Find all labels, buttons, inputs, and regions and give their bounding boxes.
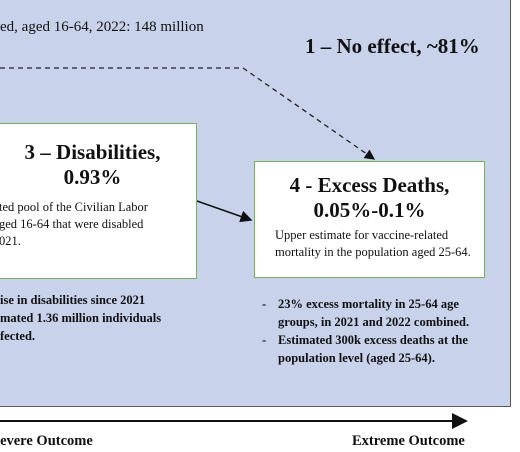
line: ged 16-64 that were disabled: [0, 217, 144, 231]
bullet: 23% excess mortality in 25-64 age groups…: [262, 295, 488, 331]
line: 021.: [0, 234, 21, 248]
outcome-4-box: 4 - Excess Deaths, 0.05%-0.1% Upper esti…: [254, 161, 485, 278]
outcome-4-bullets: 23% excess mortality in 25-64 age groups…: [260, 295, 488, 367]
outcome-4-title: 4 - Excess Deaths,: [289, 173, 450, 197]
header-text: ed, aged 16-64, 2022: 148 million: [0, 19, 204, 35]
outcome-4-body: Upper estimate for vaccine-related morta…: [275, 228, 471, 259]
outcome-3-value: 0.93%: [63, 165, 122, 189]
outcome-3-body: ted pool of the Civilian Labor ged 16-64…: [0, 199, 196, 250]
arrow: [196, 200, 253, 223]
outcome-3-box: 3 – Disabilities, 0.93% ted pool of the …: [0, 123, 197, 279]
outcome-4-value: 0.05%-0.1%: [313, 198, 426, 222]
line: ted pool of the Civilian Labor: [0, 200, 148, 214]
axis-right-label: Extreme Outcome: [352, 433, 465, 449]
line: mated 1.36 million individuals: [0, 311, 162, 325]
axis-left-label: Severe Outcome: [0, 433, 93, 449]
dashed-arrow: [0, 67, 376, 160]
line: ise in disabilities since 2021: [0, 293, 146, 307]
outcome-1-title: 1 – No effect, ~81%: [305, 34, 480, 58]
bullet: Estimated 300k excess deaths at the popu…: [262, 331, 488, 367]
outcome-3-notes: ise in disabilities since 2021 mated 1.3…: [0, 291, 161, 345]
line: fected.: [0, 329, 36, 343]
outcome-3-title: 3 – Disabilities,: [24, 140, 161, 164]
